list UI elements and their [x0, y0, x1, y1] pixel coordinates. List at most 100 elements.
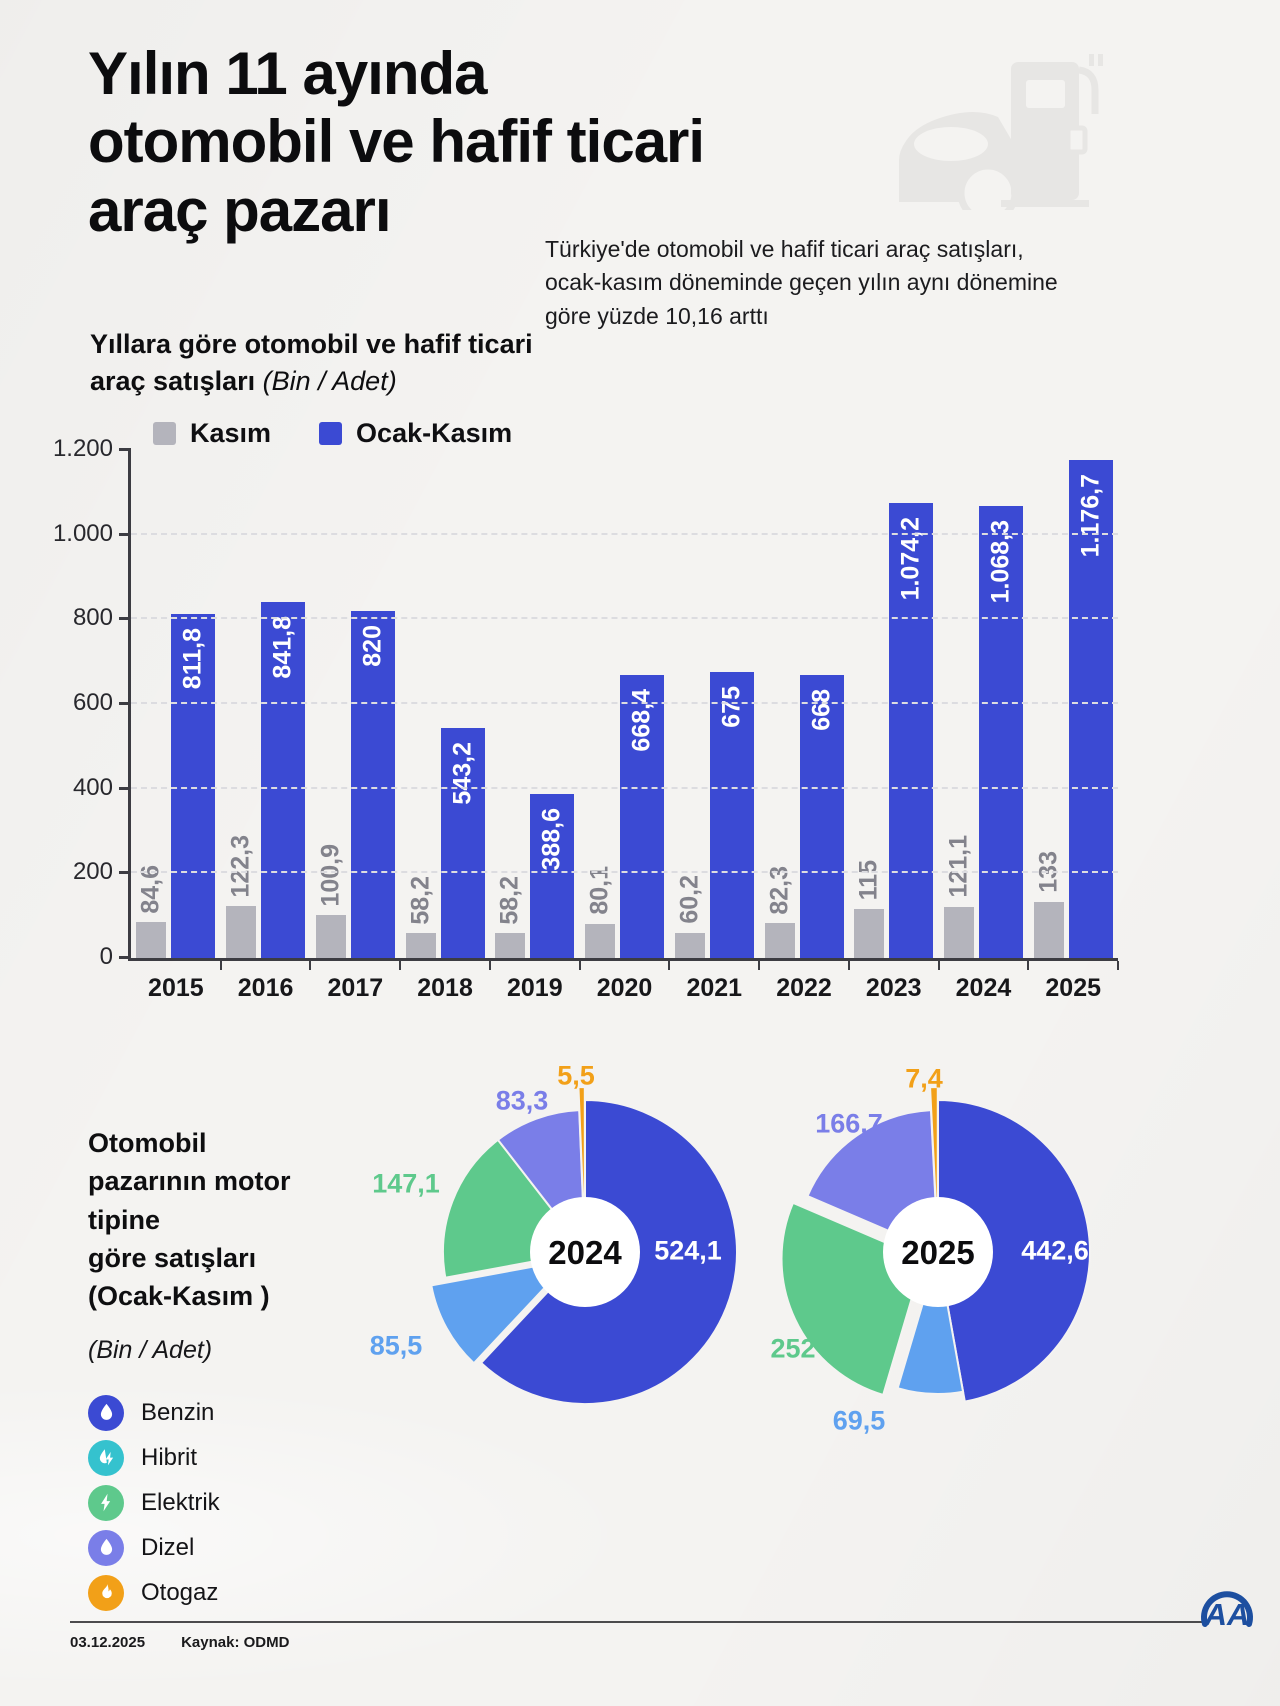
car-fuel-pump-icon — [893, 52, 1105, 224]
bar-chart-legend: Kasım Ocak-Kasım — [153, 418, 512, 449]
x-axis-label: 2015 — [148, 974, 204, 1002]
bar-value-label: 100,9 — [316, 843, 345, 907]
bar-kasim-2015: 84,6 — [136, 865, 167, 958]
engine-legend-label: Elektrik — [141, 1488, 220, 1516]
legend-label: Kasım — [190, 418, 272, 448]
bar-ocak-kasim-2023: 1.074,2 — [889, 503, 934, 958]
x-axis-tick — [758, 961, 761, 970]
y-axis-tick — [119, 702, 131, 705]
bar-group-2016: 122,3 841,8 — [221, 450, 311, 958]
bar-chart-unit: (Bin / Adet) — [262, 366, 397, 397]
pie-slice-hibrit — [430, 1258, 574, 1365]
bar-group-2018: 58,2 543,2 — [400, 450, 490, 958]
bar-kasim-2021: 60,2 — [674, 875, 705, 958]
pie-slice-label-elektrik: 147,1 — [372, 1168, 440, 1199]
engine-legend-item-dizel: Dizel — [88, 1529, 368, 1566]
pie-slice-label-otogaz: 7,4 — [905, 1063, 943, 1094]
pie-slice-label-hibrit: 85,5 — [369, 1330, 423, 1361]
x-axis-tick — [1027, 961, 1030, 970]
bar-value-label: 122,3 — [226, 834, 255, 898]
bar-value-label: 1.176,7 — [1076, 473, 1105, 558]
legend-label: Ocak-Kasım — [356, 418, 513, 448]
x-axis-tick — [847, 961, 850, 970]
bar-chart: Kasım Ocak-Kasım 84,6 811,8 122,3 841,8 100,9… — [53, 418, 1119, 1002]
x-axis-label: 2024 — [955, 974, 1012, 1002]
bar-group-2021: 60,2 675 — [669, 450, 759, 958]
bar-value-label: 115 — [854, 859, 883, 901]
bar-ocak-kasim-2019: 388,6 — [530, 793, 575, 958]
pie-center-year: 2025 — [901, 1234, 974, 1271]
pie-2025-svg: 2025 — [780, 1086, 1091, 1403]
y-axis-label: 0 — [99, 943, 113, 970]
bar-group-2022: 82,3 668 — [759, 450, 849, 958]
pie-section-unit: (Bin / Adet) — [88, 1335, 213, 1364]
pie-slice-label-dizel: 83,3 — [495, 1085, 549, 1116]
engine-legend-item-hibrit: Hibrit — [88, 1439, 368, 1476]
x-axis-tick — [488, 961, 491, 970]
bar-group-2017: 100,9 820 — [310, 450, 400, 958]
pie-slice-label-hibrit: 69,5 — [832, 1405, 886, 1436]
bar-ocak-kasim-2022: 668 — [799, 675, 844, 958]
gridline — [131, 617, 1118, 620]
x-axis-label: 2023 — [865, 974, 922, 1002]
pie-chart-2025: 2025 442,6 69,5 252 166,7 7,4 — [723, 1037, 1153, 1467]
aa-agency-logo: AA — [1198, 1564, 1256, 1637]
bar-group-2025: 133 1.176,7 — [1028, 450, 1118, 958]
bar-value-label: 80,1 — [585, 866, 614, 916]
pie-slice-label-elektrik: 252 — [770, 1333, 816, 1364]
y-axis-tick — [119, 871, 131, 875]
x-axis-label: 2020 — [596, 974, 653, 1002]
bar-ocak-kasim-2015: 811,8 — [171, 614, 216, 958]
page-title-line: Yılın 11 ayında — [88, 40, 488, 107]
elektrik-icon — [88, 1484, 124, 1521]
x-axis-tick — [309, 961, 312, 970]
bar-group-2020: 80,1 668,4 — [580, 450, 670, 958]
legend-swatch — [153, 422, 176, 445]
pie-center-hole — [883, 1197, 993, 1307]
pie-slice-label-benzin: 524,1 — [654, 1235, 722, 1266]
y-axis-label: 800 — [72, 604, 113, 632]
pie-chart-2024: 2024 524,1 85,5 147,1 83,3 5,5 — [370, 1037, 800, 1467]
y-axis-label: 400 — [72, 773, 113, 801]
bar-value-label: 841,8 — [268, 615, 297, 679]
engine-legend-item-elektrik: Elektrik — [88, 1484, 368, 1521]
y-axis-label: 1.200 — [52, 435, 113, 462]
dizel-icon — [88, 1529, 124, 1566]
x-axis-tick — [937, 961, 940, 970]
bar-value-label: 668,4 — [627, 689, 656, 752]
y-axis-tick — [119, 786, 131, 790]
page-title-line: araç pazarı — [88, 176, 392, 244]
pie-slice-label-benzin: 442,6 — [1021, 1235, 1089, 1266]
hibrit-icon — [88, 1439, 124, 1476]
bar-kasim-2017: 100,9 — [315, 844, 346, 958]
bar-kasim-2019: 58,2 — [495, 876, 526, 958]
x-axis-tick — [668, 961, 671, 970]
pie-2024-svg: 2024 — [430, 1086, 738, 1405]
engine-legend-label: Dizel — [141, 1533, 195, 1561]
y-axis-label: 600 — [72, 689, 113, 716]
x-axis-label: 2016 — [237, 974, 294, 1002]
pie-section-title-line: göre satışları — [88, 1242, 257, 1273]
y-axis-tick — [119, 617, 131, 621]
x-axis-tick — [1117, 961, 1119, 970]
publish-date: 03.12.2025 — [70, 1634, 146, 1651]
x-axis-label: 2021 — [686, 974, 743, 1002]
engine-legend-label: Otogaz — [141, 1578, 219, 1606]
legend-item-ocakkasm: Ocak-Kasım — [319, 418, 512, 449]
bar-group-2015: 84,6 811,8 — [131, 450, 221, 958]
bar-value-label: 1.074,2 — [896, 517, 925, 601]
bar-value-label: 675 — [717, 686, 746, 728]
y-axis-label: 1.000 — [52, 519, 113, 547]
svg-text:AA: AA — [1204, 1597, 1250, 1632]
x-axis-label: 2018 — [417, 974, 473, 1002]
gridline — [131, 871, 1118, 874]
bar-kasim-2022: 82,3 — [764, 866, 795, 958]
footer-divider — [70, 1621, 1205, 1623]
bar-kasim-2016: 122,3 — [226, 835, 257, 958]
bar-value-label: 543,2 — [448, 742, 477, 805]
footer-meta: 03.12.2025 Kaynak: ODMD — [70, 1634, 289, 1651]
x-axis-label: 2025 — [1045, 974, 1102, 1002]
pie-section-title-line: Otomobil — [88, 1128, 207, 1158]
pie-slice-benzin — [937, 1098, 1091, 1403]
